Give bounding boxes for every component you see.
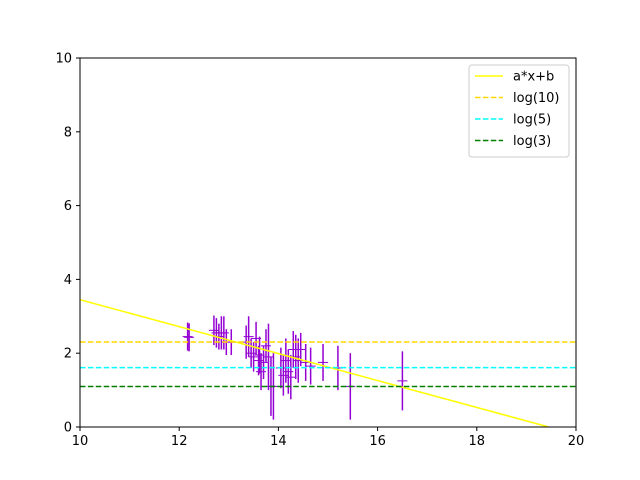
data-point [280,338,291,383]
legend-box [468,64,570,158]
legend-label: log(3) [513,134,551,149]
y-tick-label: 10 [55,52,72,67]
data-point [305,347,316,385]
data-point [263,323,274,391]
data-point [243,316,254,357]
data-point [258,345,269,380]
data-point [285,355,296,400]
data-point [184,323,195,352]
x-tick-label: 18 [469,434,486,449]
data-point [208,315,219,346]
data-point [218,316,229,350]
x-tick-label: 16 [369,434,386,449]
x-tick-label: 10 [72,434,89,449]
x-tick-label: 12 [171,434,188,449]
data-point [256,353,267,391]
data-point [246,338,257,368]
data-point [295,332,306,367]
x-tick-label: 20 [568,434,585,449]
legend-entry: log(5) [475,113,551,128]
series-line-a-x-b [80,298,549,427]
legend: a*x+b log(10) log(5) log(3) [468,64,570,158]
axes: 10 12 14 16 18 20 0 2 4 6 8 10 [55,52,584,450]
y-tick-label: 8 [64,125,72,140]
legend-entry: a*x+b [475,70,554,85]
y-tick-label: 6 [64,199,72,214]
y-tick-label: 0 [64,421,72,436]
data-point [253,345,264,376]
axes-frame [79,57,577,428]
plot-area [80,298,576,427]
y-tick-label: 2 [64,347,72,362]
data-point [397,351,408,411]
data-point [182,322,193,351]
y-tick-label: 4 [64,273,72,288]
data-point [278,355,289,396]
legend-entry: log(3) [475,134,551,149]
legend-entry: log(10) [475,91,560,106]
data-point [318,343,329,381]
x-tick-label: 14 [270,434,287,449]
legend-label: a*x+b [513,70,554,85]
legend-label: log(10) [513,91,560,106]
legend-label: log(5) [513,113,551,128]
